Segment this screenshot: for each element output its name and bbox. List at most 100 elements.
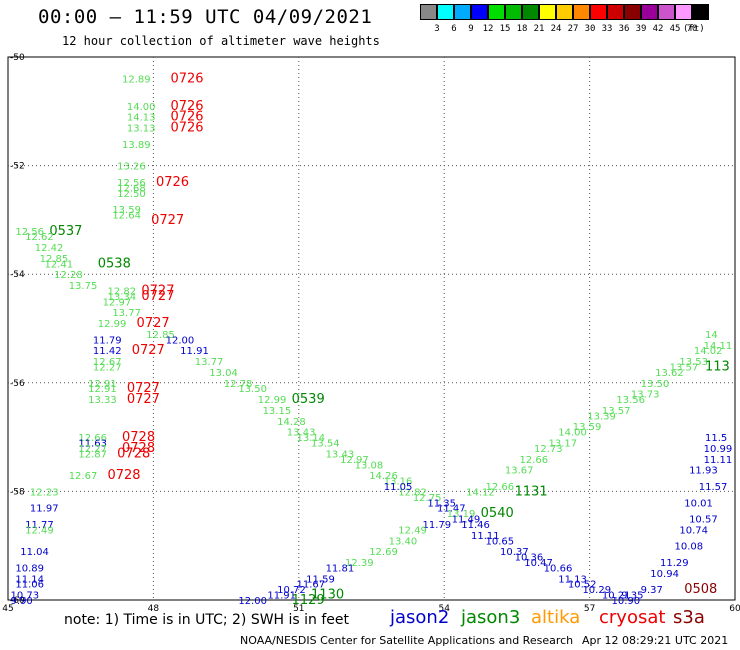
wave-height-reading: 13.54 xyxy=(311,439,340,450)
pass-time-label: 0539 xyxy=(292,392,325,407)
wave-height-reading: 11.91 xyxy=(267,591,296,602)
generation-timestamp: Apr 12 08:29:21 UTC 2021 xyxy=(582,634,729,647)
scale-label: 3 xyxy=(434,24,440,34)
wave-height-reading: 12.67 xyxy=(93,357,122,368)
wave-height-reading: 10.65 xyxy=(486,536,515,547)
wave-height-reading: 10.73 xyxy=(11,591,40,602)
wave-height-reading: 12.49 xyxy=(398,525,427,536)
wave-height-reading: 14.28 xyxy=(277,417,306,428)
wave-height-reading: 13.67 xyxy=(505,466,534,477)
map-frame xyxy=(7,56,736,601)
scale-swatch xyxy=(505,4,522,20)
scale-swatch xyxy=(437,4,454,20)
wave-height-reading: 12.28 xyxy=(54,270,83,281)
pass-time-label: 0726 xyxy=(170,99,203,114)
scale-label: 24 xyxy=(550,24,562,34)
wave-height-reading: 12.75 xyxy=(413,493,442,504)
scale-label: 12 xyxy=(482,24,494,34)
scale-label: 15 xyxy=(499,24,511,34)
wave-height-reading: 11.04 xyxy=(20,547,49,558)
wave-height-reading: 13.77 xyxy=(195,357,224,368)
scale-label: 30 xyxy=(584,24,596,34)
latitude-label: -58 xyxy=(10,487,25,497)
wave-height-reading: 11.67 xyxy=(296,580,325,591)
wave-height-reading: 12.73 xyxy=(534,444,563,455)
wave-height-reading: 9.37 xyxy=(641,585,663,596)
satellite-legend-cryosat: cryosat xyxy=(599,607,666,628)
wave-height-reading: 11.13 xyxy=(558,574,587,585)
scale-label: 21 xyxy=(533,24,545,34)
scale-swatch xyxy=(454,4,471,20)
wave-height-reading: 13.62 xyxy=(655,368,684,379)
wave-height-reading: 13.57 xyxy=(602,406,631,417)
page-title: 00:00 – 11:59 UTC 04/09/2021 xyxy=(38,6,373,28)
wave-height-reading: 11.91 xyxy=(180,346,209,357)
scale-label: 36 xyxy=(618,24,630,34)
wave-height-reading: 12.23 xyxy=(30,487,59,498)
wave-height-reading: 10.90 xyxy=(612,596,641,607)
wave-height-reading: 14 xyxy=(705,330,718,341)
wave-height-reading: 11.93 xyxy=(689,466,718,477)
wave-height-reading: 11.35 xyxy=(427,498,456,509)
scale-label: 39 xyxy=(635,24,647,34)
latitude-label: -56 xyxy=(10,379,25,389)
wave-height-reading: 13.33 xyxy=(88,395,117,406)
scale-label: 6 xyxy=(451,24,457,34)
pass-time-label: 0728 xyxy=(117,446,150,461)
scale-label: 42 xyxy=(652,24,664,34)
wave-height-reading: 10.37 xyxy=(500,547,529,558)
scale-swatch xyxy=(522,4,539,20)
wave-height-reading: 12.49 xyxy=(25,525,54,536)
longitude-label: 57 xyxy=(584,604,595,614)
wave-height-reading: 9.90 xyxy=(11,596,33,607)
wave-height-reading: 14.12 xyxy=(466,487,495,498)
wave-height-reading: 12.97 xyxy=(340,455,369,466)
wave-height-reading: 14.13 xyxy=(127,113,156,124)
wave-height-reading: 10.99 xyxy=(704,444,733,455)
wave-height-reading: 11.79 xyxy=(423,520,452,531)
scale-label: 27 xyxy=(567,24,579,34)
satellite-legend-s3a: s3a xyxy=(673,607,705,628)
pass-time-label: 0727 xyxy=(127,392,160,407)
scale-label: 18 xyxy=(516,24,528,34)
wave-height-reading: 14.00 xyxy=(127,102,156,113)
wave-height-reading: 13.17 xyxy=(549,439,578,450)
pass-time-label: 0726 xyxy=(170,121,203,136)
wave-height-reading: 10.52 xyxy=(568,580,597,591)
wave-height-reading: 13.15 xyxy=(263,406,292,417)
wave-height-reading: 12.99 xyxy=(98,319,127,330)
pass-time-label: 0508 xyxy=(684,582,717,597)
wave-height-reading: 13.43 xyxy=(326,449,355,460)
pass-time-label: 0727 xyxy=(132,343,165,358)
wave-height-reading: 12.41 xyxy=(44,259,73,270)
wave-height-reading: 12.82 xyxy=(107,286,136,297)
wave-height-reading: 12.00 xyxy=(166,335,195,346)
wave-height-reading: 13.08 xyxy=(355,460,384,471)
wave-height-reading: 12.66 xyxy=(78,433,107,444)
wave-height-reading: 12.97 xyxy=(103,297,132,308)
wave-height-reading: 13.56 xyxy=(616,395,645,406)
wave-height-reading: 13.73 xyxy=(631,390,660,401)
wave-height-reading: 10.29 xyxy=(582,585,611,596)
wave-height-reading: 10.21 xyxy=(602,591,631,602)
pass-time-label: 0727 xyxy=(141,283,174,298)
wave-height-reading: 12.27 xyxy=(78,444,107,455)
scale-swatch xyxy=(573,4,590,20)
units-note: note: 1) Time is in UTC; 2) SWH is in fe… xyxy=(64,612,350,628)
pass-time-label: 0728 xyxy=(122,441,155,456)
pass-time-label: 0726 xyxy=(170,72,203,87)
wave-height-reading: 12.67 xyxy=(69,471,98,482)
wave-height-reading: 12.00 xyxy=(238,596,267,607)
wave-height-reading: 11.57 xyxy=(699,482,728,493)
credit-line: NOAA/NESDIS Center for Satellite Applica… xyxy=(240,634,574,647)
wave-height-reading: 11.42 xyxy=(93,346,122,357)
wave-height-reading: 10.47 xyxy=(524,558,553,569)
latitude-label: -54 xyxy=(10,270,25,280)
wave-height-reading: 12.66 xyxy=(519,455,548,466)
wave-height-reading: 11.11 xyxy=(704,455,733,466)
wave-height-reading: 9.35 xyxy=(621,591,643,602)
scale-swatch xyxy=(539,4,556,20)
wave-height-reading: 14.26 xyxy=(369,471,398,482)
wave-height-reading: 11.47 xyxy=(437,504,466,515)
scale-label: 33 xyxy=(601,24,613,34)
